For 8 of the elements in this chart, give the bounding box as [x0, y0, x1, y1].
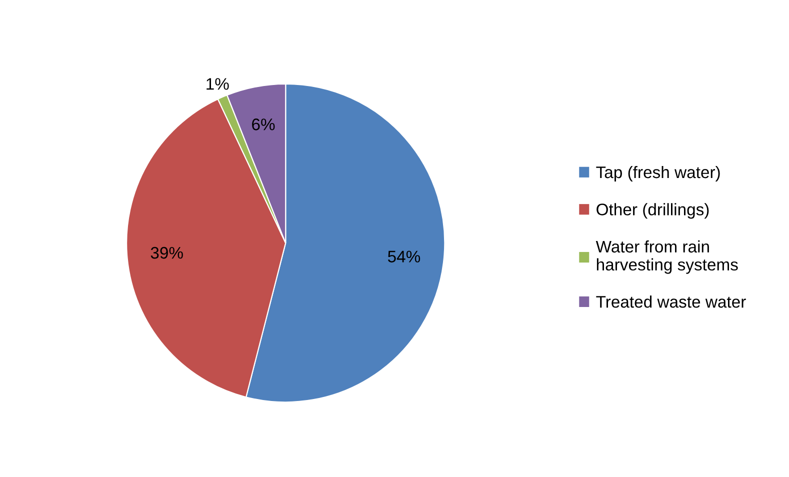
legend-label: Water from rain harvesting systems: [596, 240, 738, 274]
legend-label: Treated waste water: [596, 296, 746, 308]
legend-label: Tap (fresh water): [596, 166, 720, 182]
legend-label: Other (drillings): [596, 203, 709, 219]
data-label: 54%: [388, 250, 420, 262]
data-label: 1%: [206, 78, 229, 90]
data-label: 39%: [150, 246, 183, 259]
data-label: 6%: [252, 118, 275, 130]
